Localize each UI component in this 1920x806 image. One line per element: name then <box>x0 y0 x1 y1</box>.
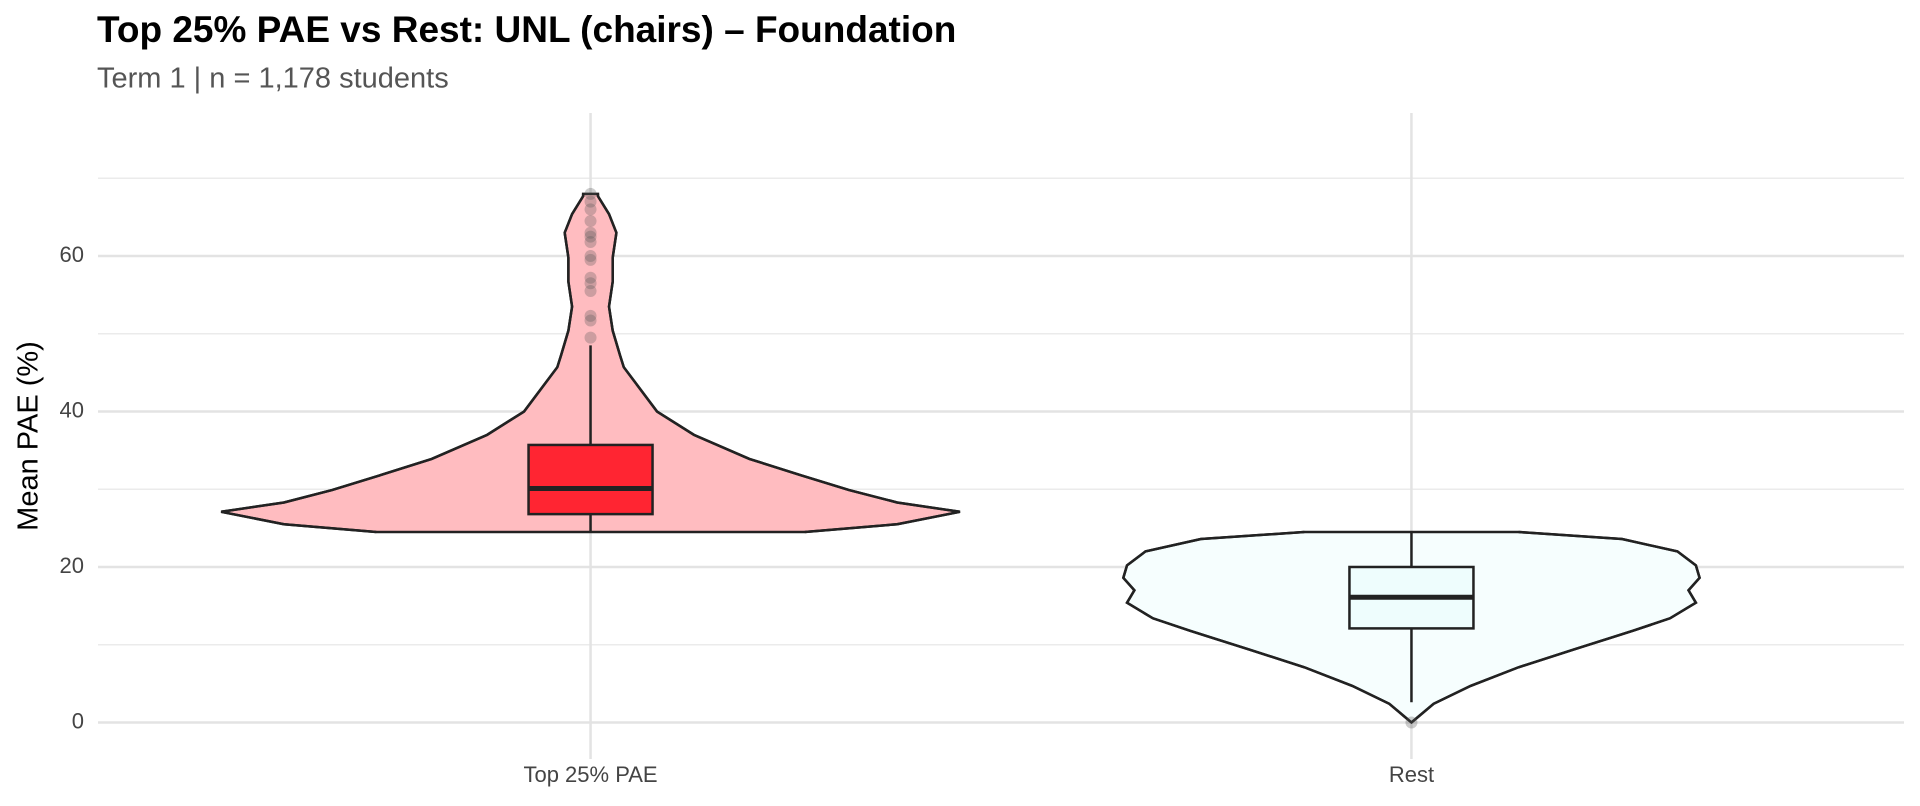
y-axis-label: Mean PAE (%) <box>13 341 45 531</box>
outlier <box>584 250 597 263</box>
y-tick-label: 0 <box>72 708 84 733</box>
outlier <box>584 203 597 216</box>
y-tick-label: 20 <box>60 553 84 578</box>
violin-left <box>1121 530 1413 724</box>
y-tick-label: 60 <box>60 242 84 267</box>
violin-right <box>596 193 961 534</box>
outlier <box>584 187 597 200</box>
outlier <box>584 271 597 284</box>
chart-title: Top 25% PAE vs Rest: UNL (chairs) – Foun… <box>97 9 956 50</box>
outlier <box>584 285 597 298</box>
chart-subtitle: Term 1 | n = 1,178 students <box>97 63 449 95</box>
outlier <box>584 331 597 344</box>
outlier <box>584 215 597 228</box>
x-tick-label: Top 25% PAE <box>523 762 657 787</box>
outlier <box>584 309 597 322</box>
outlier <box>584 277 597 290</box>
outlier <box>584 226 597 239</box>
outlier <box>584 230 597 243</box>
outlier <box>1405 716 1418 729</box>
box <box>527 443 654 516</box>
outlier <box>584 195 597 208</box>
y-tick-label: 40 <box>60 397 84 422</box>
x-tick-label: Rest <box>1389 762 1434 787</box>
outlier <box>584 253 597 266</box>
violin-left <box>220 193 585 534</box>
outlier <box>584 314 597 327</box>
outlier <box>584 236 597 249</box>
violin-right <box>1410 530 1701 724</box>
